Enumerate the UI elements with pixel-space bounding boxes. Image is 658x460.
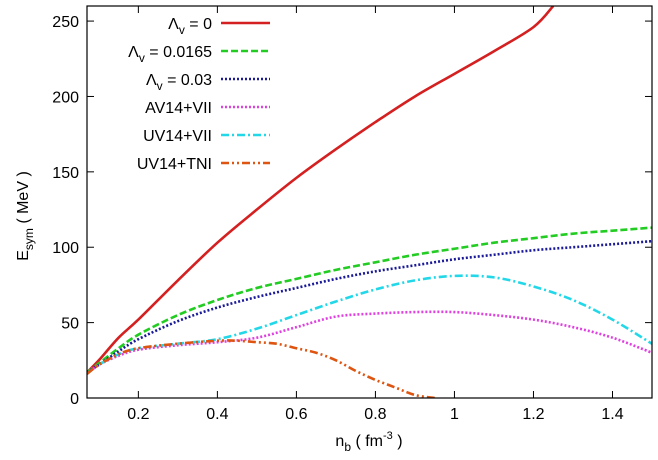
x-tick-label: 0.6 [285, 406, 307, 423]
y-axis-label: Esym ( MeV ) [15, 171, 36, 261]
legend-entry: UV14+TNI [137, 156, 270, 173]
legend-label-rest: = 0.03 [163, 72, 212, 89]
legend-entry: Λv = 0.0165 [128, 44, 270, 65]
series-line-v-0 [87, 6, 555, 374]
legend-label-sub: v [157, 79, 163, 93]
y-tick-label: 100 [52, 240, 79, 257]
x-axis-label-sub: b [344, 440, 351, 454]
y-tick-label: 200 [52, 89, 79, 106]
legend-label: Λv = 0.0165 [128, 44, 212, 65]
x-tick-label: 0.4 [206, 406, 228, 423]
y-tick-label: 0 [70, 391, 79, 408]
legend-label-sub: v [179, 23, 185, 37]
x-tick-label: 0.8 [364, 406, 386, 423]
legend-label-main: UV14+TNI [137, 156, 212, 173]
x-axis-label-close: ) [393, 433, 403, 450]
legend-label-main: Λ [146, 72, 157, 89]
legend-label-main: Λ [128, 44, 139, 61]
series-line-av14-vii [87, 310, 652, 375]
x-axis-label-main: n [335, 433, 344, 450]
legend-label-sub: v [139, 51, 145, 65]
legend-label-rest: = 0 [185, 16, 212, 33]
legend-label: Λv = 0.03 [146, 72, 212, 93]
x-tick-label: 1.2 [522, 406, 544, 423]
series-line-v-0-0165 [87, 226, 652, 374]
legend-label-main: UV14+VII [143, 128, 212, 145]
legend-label: AV14+VII [145, 100, 212, 117]
legend-label-rest: = 0.0165 [145, 44, 212, 61]
series-line-uv14-tni [87, 339, 435, 398]
legend-label: UV14+VII [143, 128, 212, 145]
series-line-v-0-03 [87, 239, 652, 374]
axis-ticks: 0.2 0.4 0.6 0.8 1 1.2 1.4 0 50 100 150 200 250 [52, 6, 652, 423]
legend-entry: Λv = 0.03 [146, 72, 270, 93]
x-tick-label: 1.4 [601, 406, 623, 423]
plot-area [87, 6, 652, 398]
x-tick-label: 0.2 [127, 406, 149, 423]
y-axis-label-rest: ( MeV ) [15, 171, 32, 228]
y-tick-label: 250 [52, 14, 79, 31]
x-axis-label-rest: ( fm [351, 433, 383, 450]
x-axis-label: nb ( fm-3 ) [335, 430, 402, 454]
legend-label-main: AV14+VII [145, 100, 212, 117]
x-tick-label: 1 [450, 406, 459, 423]
y-tick-label: 150 [52, 165, 79, 182]
legend-label-main: Λ [168, 16, 179, 33]
plot-frame [86, 5, 653, 399]
legend-entry: Λv = 0 [168, 16, 270, 37]
y-axis-label-main: E [15, 250, 32, 261]
legend-entry: AV14+VII [145, 100, 270, 117]
x-axis-label-sup: -3 [383, 430, 393, 442]
legend-label: Λv = 0 [168, 16, 212, 37]
series-line-uv14-vii [87, 274, 652, 375]
y-tick-label: 50 [61, 316, 79, 333]
y-axis-label-sub: sym [22, 228, 36, 250]
legend-entry: UV14+VII [143, 128, 270, 145]
legend-label: UV14+TNI [137, 156, 212, 173]
